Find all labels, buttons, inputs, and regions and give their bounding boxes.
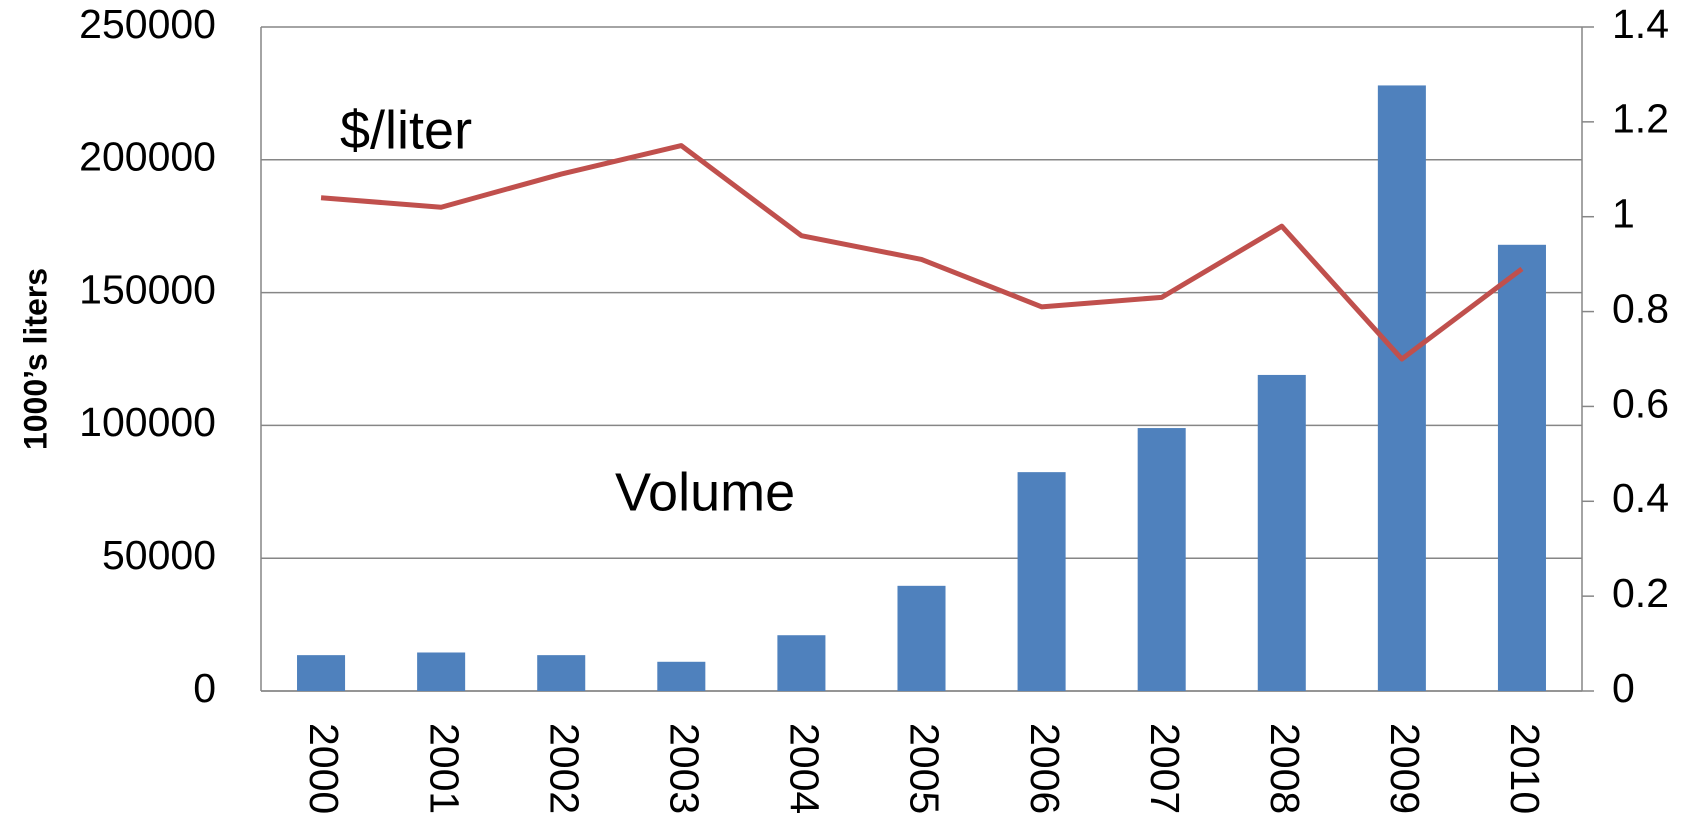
- y2-tick-label: 1.2: [1612, 96, 1669, 142]
- line-annotation: $/liter: [340, 100, 472, 160]
- bar: [1497, 244, 1546, 692]
- y2-tick-label: 1.4: [1612, 1, 1669, 47]
- x-tick-label: 2001: [421, 723, 467, 814]
- bar-annotation: Volume: [615, 462, 795, 522]
- bar: [1017, 472, 1066, 691]
- y-tick-label: 200000: [79, 134, 216, 180]
- line: [320, 143, 1524, 362]
- y-tick-label: 250000: [79, 1, 216, 47]
- x-tick-label: 2009: [1382, 723, 1428, 814]
- y-tick-label: 50000: [102, 532, 216, 578]
- x-tick-label: 2006: [1022, 723, 1068, 814]
- y2-tick-label: 0.6: [1612, 380, 1669, 426]
- y-axis-label: 1000’s liters: [17, 268, 53, 450]
- bar: [777, 635, 826, 691]
- x-tick-label: 2000: [301, 723, 347, 814]
- bar: [1257, 374, 1306, 691]
- x-tick-label: 2010: [1502, 723, 1548, 814]
- bar: [1377, 85, 1426, 691]
- x-tick-label: 2005: [902, 723, 948, 814]
- y2-tick-label: 0.2: [1612, 570, 1669, 616]
- y2-tick-label: 0.4: [1612, 475, 1669, 521]
- x-tick-label: 2003: [661, 723, 707, 814]
- bar: [657, 661, 706, 691]
- y2-tick-label: 0: [1612, 665, 1635, 711]
- x-tick-label: 2004: [782, 723, 828, 814]
- bar: [297, 655, 346, 691]
- bar: [417, 652, 466, 691]
- y-tick-label: 0: [193, 665, 216, 711]
- y2-tick-label: 0.8: [1612, 285, 1669, 331]
- x-tick-label: 2007: [1142, 723, 1188, 814]
- y-tick-label: 150000: [79, 266, 216, 312]
- y2-tick-label: 1: [1612, 191, 1635, 237]
- y-tick-label: 100000: [79, 399, 216, 445]
- x-tick-label: 2002: [541, 723, 587, 814]
- x-tick-label: 2008: [1262, 723, 1308, 814]
- bar: [1137, 428, 1186, 691]
- bar: [897, 585, 946, 691]
- bar: [537, 655, 586, 691]
